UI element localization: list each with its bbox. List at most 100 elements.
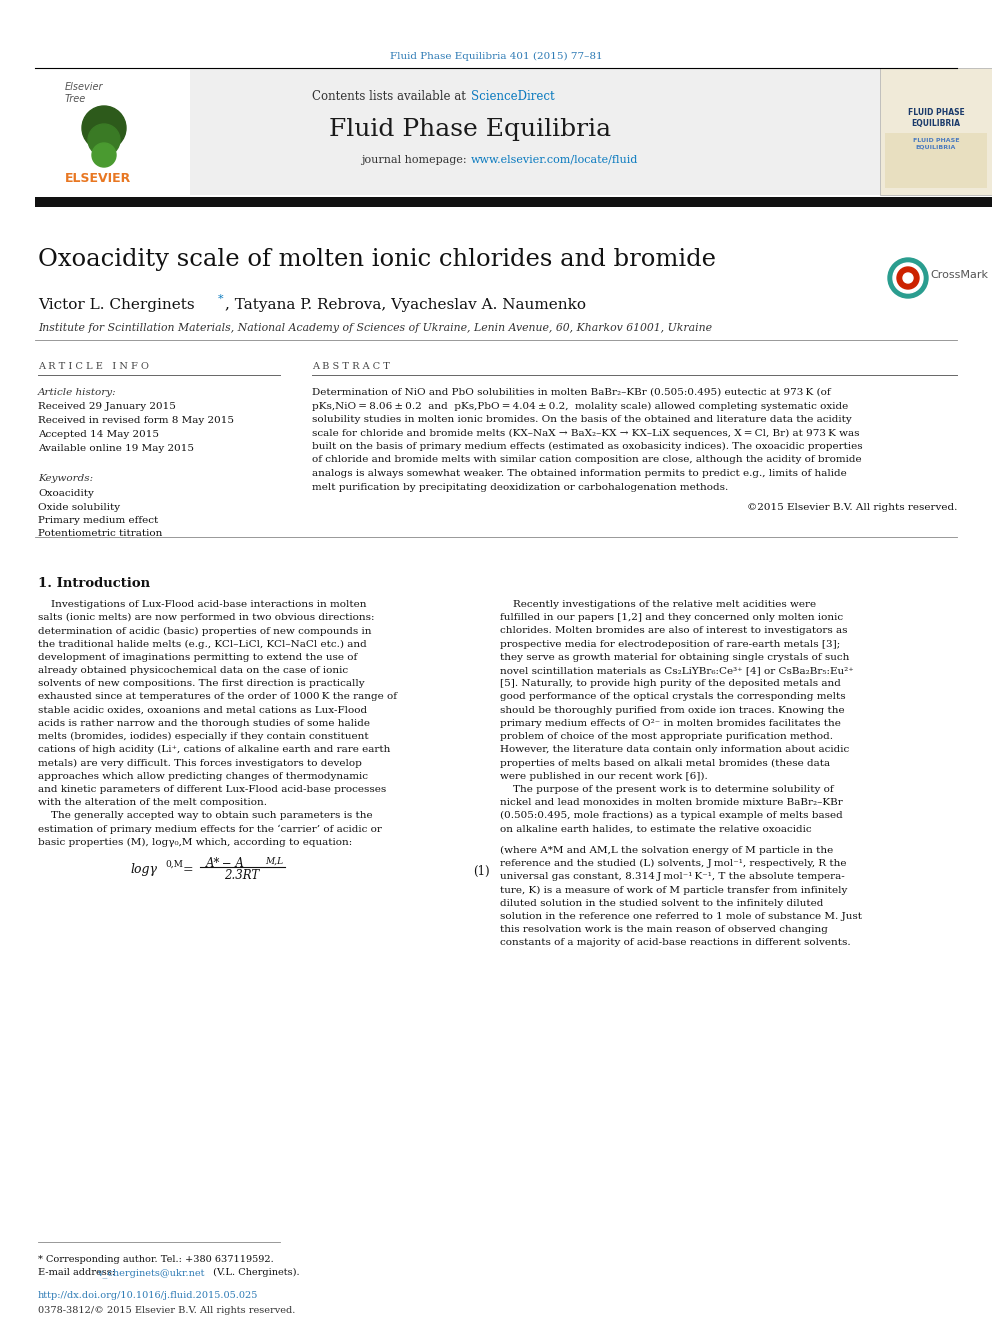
Text: (where A*M and AM,L the solvation energy of M particle in the: (where A*M and AM,L the solvation energy… xyxy=(500,845,833,855)
Text: exhausted since at temperatures of the order of 1000 K the range of: exhausted since at temperatures of the o… xyxy=(38,692,397,701)
Text: Available online 19 May 2015: Available online 19 May 2015 xyxy=(38,445,194,452)
Text: A B S T R A C T: A B S T R A C T xyxy=(312,363,390,370)
Text: scale for chloride and bromide melts (KX–NaX → BaX₂–KX → KX–LiX sequences, X = C: scale for chloride and bromide melts (KX… xyxy=(312,429,859,438)
Text: properties of melts based on alkali metal bromides (these data: properties of melts based on alkali meta… xyxy=(500,758,830,767)
Text: www.elsevier.com/locate/fluid: www.elsevier.com/locate/fluid xyxy=(471,155,639,165)
Circle shape xyxy=(903,273,913,283)
Text: development of imaginations permitting to extend the use of: development of imaginations permitting t… xyxy=(38,652,357,662)
Text: 1. Introduction: 1. Introduction xyxy=(38,577,150,590)
Circle shape xyxy=(893,263,923,292)
Circle shape xyxy=(82,106,126,149)
Text: 0,M: 0,M xyxy=(165,860,183,869)
Text: were published in our recent work [6]).: were published in our recent work [6]). xyxy=(500,771,707,781)
Text: with the alteration of the melt composition.: with the alteration of the melt composit… xyxy=(38,798,267,807)
Text: Potentiometric titration: Potentiometric titration xyxy=(38,529,163,538)
Text: Article history:: Article history: xyxy=(38,388,117,397)
Text: =: = xyxy=(183,863,193,876)
Circle shape xyxy=(897,267,919,288)
Text: should be thoroughly purified from oxide ion traces. Knowing the: should be thoroughly purified from oxide… xyxy=(500,705,844,714)
Text: of chloride and bromide melts with similar cation composition are close, althoug: of chloride and bromide melts with simil… xyxy=(312,455,862,464)
Text: Accepted 14 May 2015: Accepted 14 May 2015 xyxy=(38,430,159,439)
Text: Keywords:: Keywords: xyxy=(38,474,93,483)
Text: basic properties (M), logγ₀,M which, according to equation:: basic properties (M), logγ₀,M which, acc… xyxy=(38,837,352,847)
Text: v_cherginets@ukr.net: v_cherginets@ukr.net xyxy=(97,1267,204,1278)
Text: http://dx.doi.org/10.1016/j.fluid.2015.05.025: http://dx.doi.org/10.1016/j.fluid.2015.0… xyxy=(38,1291,258,1301)
Text: stable acidic oxides, oxoanions and metal cations as Lux-Flood: stable acidic oxides, oxoanions and meta… xyxy=(38,705,367,714)
Text: Institute for Scintillation Materials, National Academy of Sciences of Ukraine, : Institute for Scintillation Materials, N… xyxy=(38,323,712,333)
Text: built on the basis of primary medium effects (estimated as oxobasicity indices).: built on the basis of primary medium eff… xyxy=(312,442,863,451)
Text: nickel and lead monoxides in molten bromide mixture BaBr₂–KBr: nickel and lead monoxides in molten brom… xyxy=(500,798,843,807)
Text: E-mail address:: E-mail address: xyxy=(38,1267,118,1277)
Text: (0.505:0.495, mole fractions) as a typical example of melts based: (0.505:0.495, mole fractions) as a typic… xyxy=(500,811,843,820)
Text: cations of high acidity (Li⁺, cations of alkaline earth and rare earth: cations of high acidity (Li⁺, cations of… xyxy=(38,745,391,754)
Text: salts (ionic melts) are now performed in two obvious directions:: salts (ionic melts) are now performed in… xyxy=(38,613,375,622)
Text: 0378-3812/© 2015 Elsevier B.V. All rights reserved.: 0378-3812/© 2015 Elsevier B.V. All right… xyxy=(38,1306,296,1315)
Text: Fluid Phase Equilibria 401 (2015) 77–81: Fluid Phase Equilibria 401 (2015) 77–81 xyxy=(390,52,602,61)
Text: estimation of primary medium effects for the ‘carrier’ of acidic or: estimation of primary medium effects for… xyxy=(38,824,382,833)
Circle shape xyxy=(88,124,120,156)
Text: the traditional halide melts (e.g., KCl–LiCl, KCl–NaCl etc.) and: the traditional halide melts (e.g., KCl–… xyxy=(38,639,367,648)
Text: reference and the studied (L) solvents, J mol⁻¹, respectively, R the: reference and the studied (L) solvents, … xyxy=(500,859,846,868)
Bar xyxy=(100,128,108,148)
Text: * Corresponding author. Tel.: +380 637119592.: * Corresponding author. Tel.: +380 63711… xyxy=(38,1256,274,1263)
Text: prospective media for electrodeposition of rare-earth metals [3];: prospective media for electrodeposition … xyxy=(500,639,840,648)
Text: Elsevier
Tree: Elsevier Tree xyxy=(65,82,103,103)
Text: primary medium effects of O²⁻ in molten bromides facilitates the: primary medium effects of O²⁻ in molten … xyxy=(500,718,841,728)
Text: , Tatyana P. Rebrova, Vyacheslav A. Naumenko: , Tatyana P. Rebrova, Vyacheslav A. Naum… xyxy=(225,298,586,312)
Text: (1): (1) xyxy=(473,865,490,877)
Text: problem of choice of the most appropriate purification method.: problem of choice of the most appropriat… xyxy=(500,732,833,741)
Text: ScienceDirect: ScienceDirect xyxy=(471,90,555,103)
Text: ture, K) is a measure of work of M particle transfer from infinitely: ture, K) is a measure of work of M parti… xyxy=(500,885,847,894)
Text: and kinetic parameters of different Lux-Flood acid-base processes: and kinetic parameters of different Lux-… xyxy=(38,785,386,794)
Text: determination of acidic (basic) properties of new compounds in: determination of acidic (basic) properti… xyxy=(38,626,371,635)
Text: on alkaline earth halides, to estimate the relative oxoacidic: on alkaline earth halides, to estimate t… xyxy=(500,824,811,833)
Text: The purpose of the present work is to determine solubility of: The purpose of the present work is to de… xyxy=(500,785,833,794)
Text: good performance of the optical crystals the corresponding melts: good performance of the optical crystals… xyxy=(500,692,845,701)
Text: diluted solution in the studied solvent to the infinitely diluted: diluted solution in the studied solvent … xyxy=(500,898,823,908)
Text: M,L: M,L xyxy=(265,857,283,865)
Text: Fluid Phase Equilibria: Fluid Phase Equilibria xyxy=(329,118,611,142)
Text: [5]. Naturally, to provide high purity of the deposited metals and: [5]. Naturally, to provide high purity o… xyxy=(500,679,841,688)
Text: fulfilled in our papers [1,2] and they concerned only molten ionic: fulfilled in our papers [1,2] and they c… xyxy=(500,613,843,622)
Text: CrossMark: CrossMark xyxy=(930,270,988,280)
Text: pKs,NiO = 8.06 ± 0.2  and  pKs,PbO = 4.04 ± 0.2,  molality scale) allowed comple: pKs,NiO = 8.06 ± 0.2 and pKs,PbO = 4.04 … xyxy=(312,401,848,410)
Text: However, the literature data contain only information about acidic: However, the literature data contain onl… xyxy=(500,745,849,754)
Bar xyxy=(885,134,987,188)
Text: Received 29 January 2015: Received 29 January 2015 xyxy=(38,402,176,411)
Bar xyxy=(880,67,992,194)
Text: approaches which allow predicting changes of thermodynamic: approaches which allow predicting change… xyxy=(38,771,368,781)
Bar xyxy=(35,67,190,194)
Text: already obtained physicochemical data on the case of ionic: already obtained physicochemical data on… xyxy=(38,665,348,675)
Circle shape xyxy=(92,143,116,167)
Text: this resolvation work is the main reason of observed changing: this resolvation work is the main reason… xyxy=(500,925,828,934)
Text: The generally accepted way to obtain such parameters is the: The generally accepted way to obtain suc… xyxy=(38,811,373,820)
Text: they serve as growth material for obtaining single crystals of such: they serve as growth material for obtain… xyxy=(500,652,849,662)
Bar xyxy=(35,67,880,194)
Text: Primary medium effect: Primary medium effect xyxy=(38,516,159,525)
Text: Oxoacidity scale of molten ionic chlorides and bromide: Oxoacidity scale of molten ionic chlorid… xyxy=(38,247,716,271)
Text: FLUID PHASE
EQUILIBRIA: FLUID PHASE EQUILIBRIA xyxy=(908,108,964,128)
Text: novel scintillation materials as Cs₂LiYBr₆:Ce³⁺ [4] or CsBa₂Br₅:Eu²⁺: novel scintillation materials as Cs₂LiYB… xyxy=(500,665,854,675)
Text: analogs is always somewhat weaker. The obtained information permits to predict e: analogs is always somewhat weaker. The o… xyxy=(312,468,847,478)
Text: metals) are very difficult. This forces investigators to develop: metals) are very difficult. This forces … xyxy=(38,758,362,767)
Text: Victor L. Cherginets: Victor L. Cherginets xyxy=(38,298,199,312)
Text: melt purification by precipitating deoxidization or carbohalogenation methods.: melt purification by precipitating deoxi… xyxy=(312,483,728,492)
Text: solvents of new compositions. The first direction is practically: solvents of new compositions. The first … xyxy=(38,679,365,688)
Text: chlorides. Molten bromides are also of interest to investigators as: chlorides. Molten bromides are also of i… xyxy=(500,626,847,635)
Text: Contents lists available at: Contents lists available at xyxy=(312,90,470,103)
Text: Received in revised form 8 May 2015: Received in revised form 8 May 2015 xyxy=(38,415,234,425)
Text: journal homepage:: journal homepage: xyxy=(361,155,470,165)
Text: FLUID PHASE
EQUILIBRIA: FLUID PHASE EQUILIBRIA xyxy=(913,138,959,149)
Text: solubility studies in molten ionic bromides. On the basis of the obtained and li: solubility studies in molten ionic bromi… xyxy=(312,415,852,423)
Text: ELSEVIER: ELSEVIER xyxy=(65,172,131,185)
Text: logγ: logγ xyxy=(130,863,157,876)
Text: Oxoacidity: Oxoacidity xyxy=(38,490,94,497)
Text: *: * xyxy=(218,294,223,304)
Text: A* − A: A* − A xyxy=(205,857,244,869)
Text: universal gas constant, 8.314 J mol⁻¹ K⁻¹, T the absolute tempera-: universal gas constant, 8.314 J mol⁻¹ K⁻… xyxy=(500,872,845,881)
Text: Oxide solubility: Oxide solubility xyxy=(38,503,120,512)
Text: Investigations of Lux-Flood acid-base interactions in molten: Investigations of Lux-Flood acid-base in… xyxy=(38,601,366,609)
Text: constants of a majority of acid-base reactions in different solvents.: constants of a majority of acid-base rea… xyxy=(500,938,850,947)
Text: Determination of NiO and PbO solubilities in molten BaBr₂–KBr (0.505:0.495) eute: Determination of NiO and PbO solubilitie… xyxy=(312,388,830,397)
Text: Recently investigations of the relative melt acidities were: Recently investigations of the relative … xyxy=(500,601,816,609)
